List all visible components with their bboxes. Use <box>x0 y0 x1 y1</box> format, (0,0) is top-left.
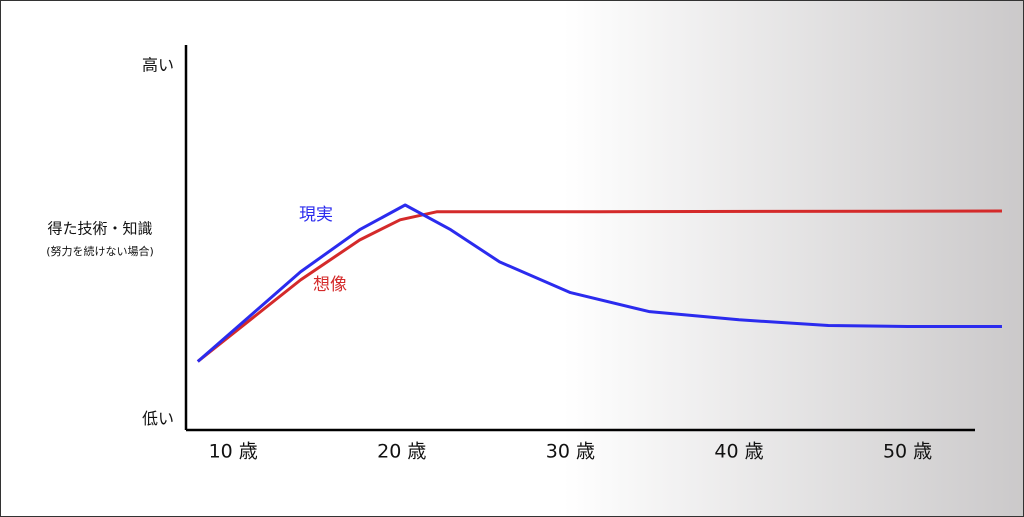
x-tick-label: 30 歳 <box>546 441 595 463</box>
line <box>196 203 1002 363</box>
x-tick-label: 20 歳 <box>377 441 426 463</box>
y-axis-title: 得た技術・知識 <box>47 220 152 238</box>
y-tick-label: 高い <box>142 56 174 75</box>
series-label: 現実 <box>299 205 333 225</box>
x-tick-label: 10 歳 <box>209 441 258 463</box>
x-tick-label: 40 歳 <box>714 441 763 463</box>
y-tick-label: 低い <box>142 409 174 428</box>
x-tick-label: 50 歳 <box>883 441 932 463</box>
series-label: 想像 <box>313 275 347 295</box>
y-axis-subtitle: (努力を続けない場合) <box>46 244 154 258</box>
line <box>196 209 1002 363</box>
